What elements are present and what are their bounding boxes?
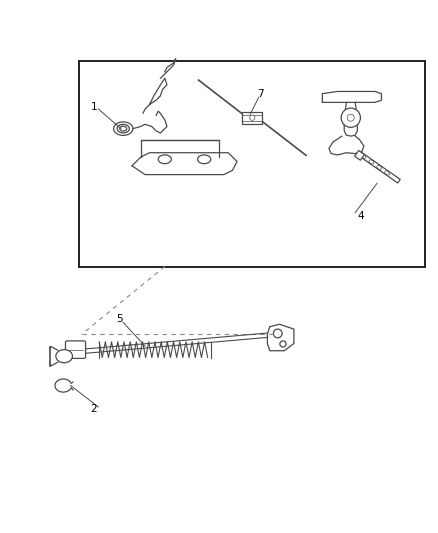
Bar: [79, 61, 424, 266]
Circle shape: [273, 329, 282, 338]
Bar: [354, 150, 364, 160]
Ellipse shape: [158, 155, 171, 164]
Bar: [242, 111, 261, 124]
Text: 7: 7: [256, 88, 263, 99]
Ellipse shape: [56, 350, 72, 363]
Circle shape: [346, 114, 353, 121]
FancyBboxPatch shape: [65, 341, 85, 358]
Ellipse shape: [197, 155, 210, 164]
Text: 4: 4: [357, 211, 363, 221]
Text: 1: 1: [90, 102, 97, 112]
Circle shape: [340, 108, 360, 127]
Circle shape: [249, 115, 254, 120]
Text: 5: 5: [117, 314, 123, 324]
Circle shape: [279, 341, 286, 347]
Text: 2: 2: [90, 403, 97, 414]
